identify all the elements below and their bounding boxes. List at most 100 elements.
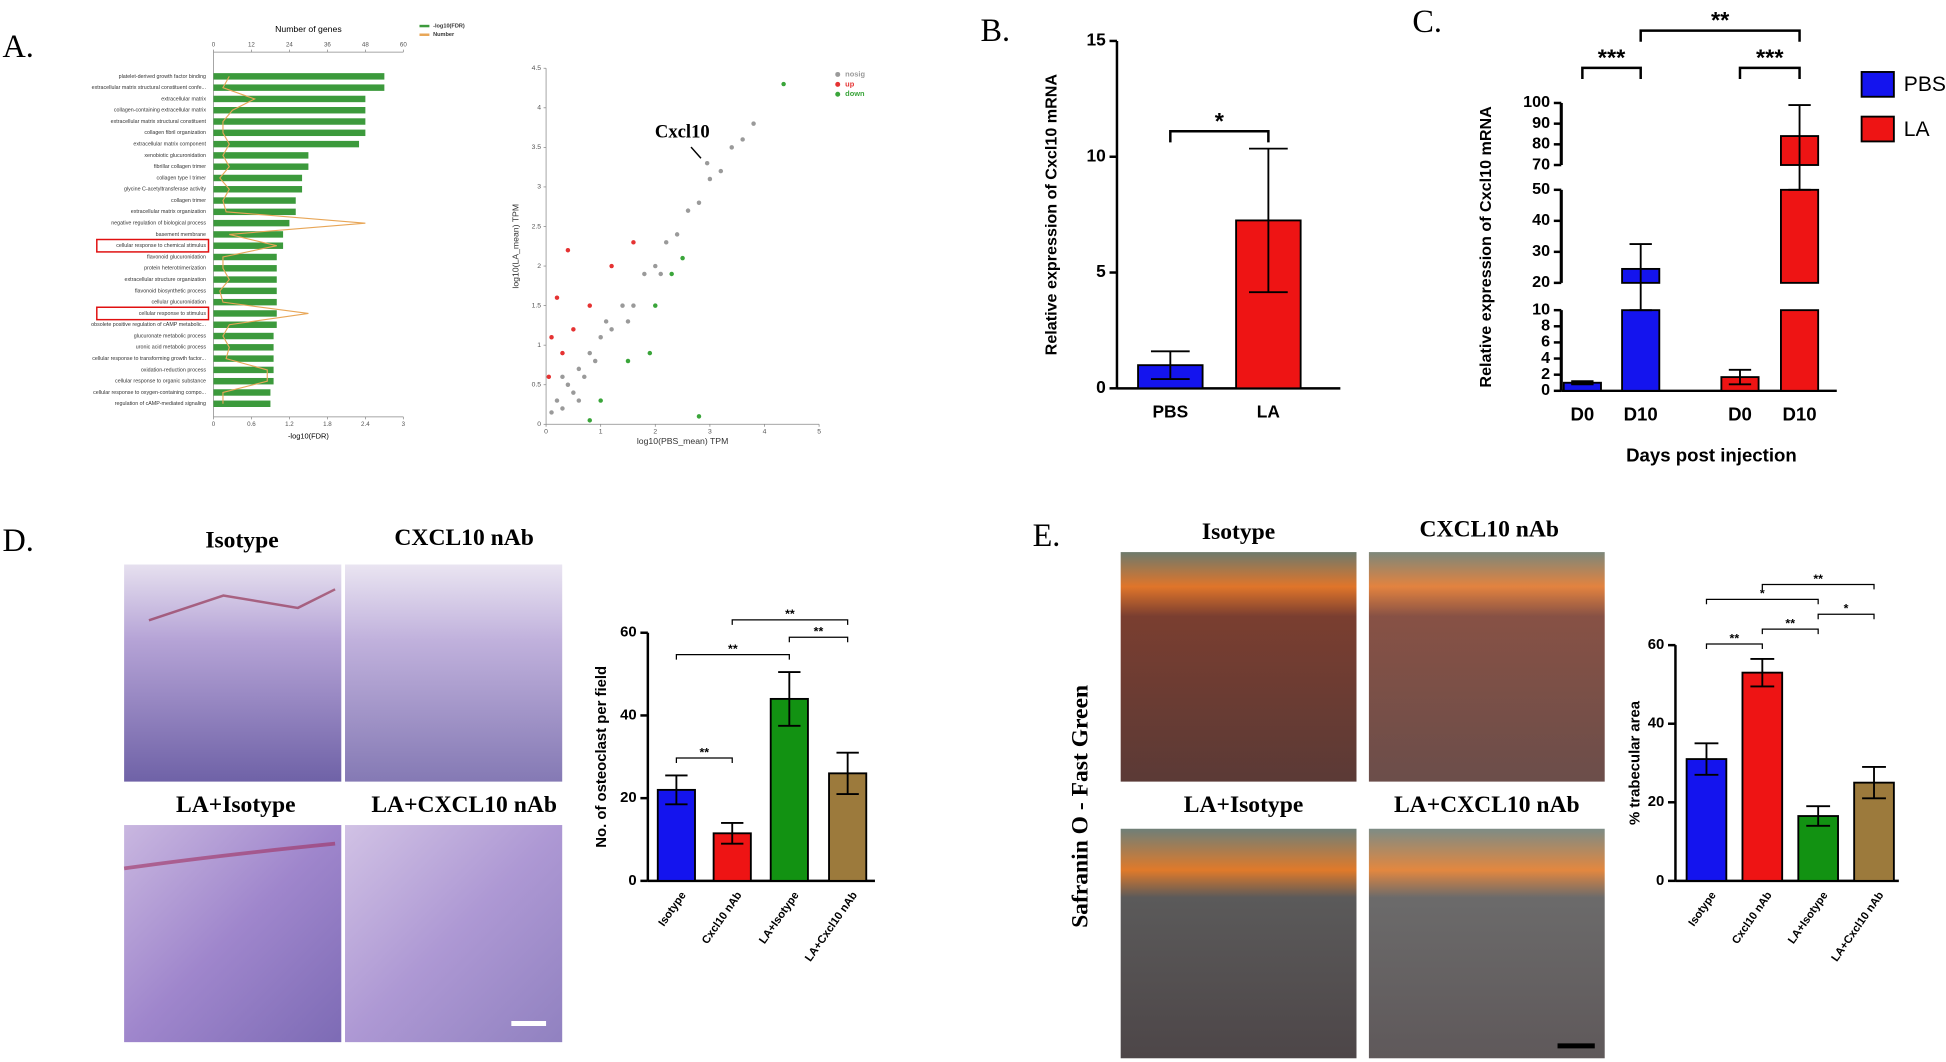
point [549,410,554,415]
number-line [219,76,366,404]
panel-letters: A. B. C. D. E. [2,3,1441,558]
sig-label: ** [728,642,738,656]
bar [213,174,303,182]
micrograph [1120,552,1357,782]
x-tick-label: 0 [212,421,216,428]
x-tick-label: LA+Cxcl10 nAb [803,890,860,964]
sig-bracket [1738,66,1801,79]
legend-swatch [1860,115,1895,143]
x2-tick-label: 48 [362,41,369,48]
sig-label: *** [1756,44,1784,70]
point [663,240,669,245]
sig-bracket [1705,598,1819,605]
category-label: regulation of cAMP-mediated signaling [115,401,206,407]
category-label: flavonoid glucuronidation [147,254,206,260]
sig-bracket [1639,29,1801,42]
y-tick-label: 40 [1532,211,1550,229]
sig-bracket [675,757,733,764]
x-tick-label: 2.4 [361,421,370,428]
y-tick-label: 70 [1532,155,1550,173]
image-title: LA+Isotype [176,792,296,818]
x-tick-label: Isotype [1687,890,1719,929]
category-label: extracellular matrix organization [131,209,206,215]
micrograph [1368,552,1605,782]
point [704,160,710,166]
point [647,350,653,356]
bar [213,208,296,216]
bar [213,186,303,193]
y-axis-title: log10(LA_mean) TPM [511,204,521,289]
legend-swatch [835,71,841,77]
x-tick-label: 3 [402,421,406,428]
bar [213,344,274,351]
legend-swatch [1860,71,1895,98]
category-label: cellular response to stimulus [139,311,207,317]
highlight-box [96,306,210,321]
y-tick-label: 6 [1541,333,1550,351]
image-titles: Isotype CXCL10 nAb LA+Isotype LA+CXCL10 … [176,516,1580,928]
point [582,374,587,380]
x-tick-label: D10 [1782,404,1816,425]
x2-tick-label: 24 [286,41,293,48]
sig-bracket [1761,583,1875,590]
stain-label: Safranin O - Fast Green [1068,685,1094,928]
point [587,418,592,423]
category-label: collagen type I trimer [157,175,207,181]
y-tick-label: 4 [1541,349,1550,367]
sig-bracket [731,619,849,625]
point [592,358,598,364]
y-tick-label: 10 [1532,300,1550,318]
bar [213,355,274,362]
point [609,327,614,332]
image-title: Isotype [1202,519,1275,545]
x-axis-title: Days post injection [1626,444,1797,465]
bar [213,377,274,385]
point [571,390,576,395]
category-label: glucuronate metabolic process [134,333,207,339]
bar [1780,309,1820,392]
x-tick-label: Isotype [656,890,688,929]
point [718,168,724,174]
bar [213,107,366,114]
bar [213,321,277,328]
x2-tick-label: 60 [400,41,407,48]
legend-swatch [835,91,841,97]
x-tick-label: 1.8 [323,421,332,428]
category-label: xenobiotic glucuronidation [144,153,206,159]
bar [213,84,385,91]
point [571,327,576,332]
x-tick-label: PBS [1152,402,1188,422]
sig-bracket [1817,613,1875,620]
category-label: obsolete positive regulation of cAMP met… [91,322,206,328]
y-tick-label: 20 [1532,273,1550,291]
y-axis-title: No. of osteoclast per field [594,666,610,848]
sig-label: ** [785,607,795,621]
bar [213,265,277,272]
sig-bracket [1761,628,1819,635]
point [554,398,560,403]
y-tick-label: 50 [1532,180,1550,198]
bar [213,231,284,238]
legend-label: Number [433,32,455,38]
stain-trace [123,841,336,871]
point [549,335,554,340]
bar [213,73,385,80]
y-tick-label: 2 [537,263,541,270]
sig-label: ** [814,625,824,639]
legend-swatch [835,81,841,87]
highlight-box [96,238,210,253]
bar [213,287,277,295]
micrographs [123,552,1605,1059]
point [696,200,702,205]
point [658,271,663,277]
y-tick-label: 0 [1541,381,1550,399]
sig-bracket [1705,643,1763,649]
y-tick-label: 40 [1648,716,1665,732]
x-tick-label: Cxcl10 nAb [700,890,745,947]
micrograph [124,825,342,1043]
bar [1741,671,1784,882]
category-label: extracellular matrix component [133,142,206,148]
point [598,335,603,340]
point [669,271,674,277]
bar [769,697,809,882]
